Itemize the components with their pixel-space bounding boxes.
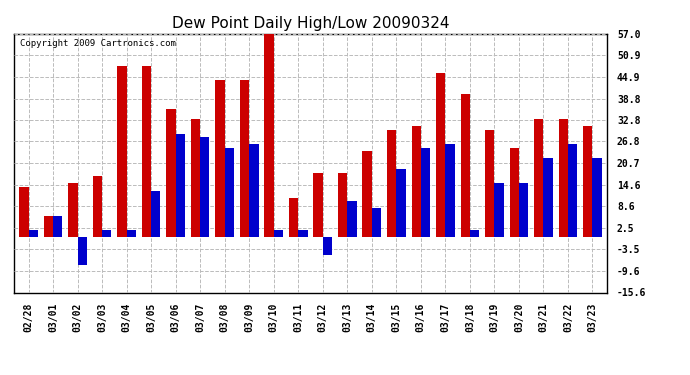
Bar	[485, 130, 495, 237]
Bar	[68, 183, 77, 237]
Bar	[338, 173, 347, 237]
Bar	[445, 144, 455, 237]
Bar	[421, 148, 430, 237]
Bar	[19, 187, 28, 237]
Bar	[215, 80, 225, 237]
Bar	[313, 173, 323, 237]
Bar	[593, 159, 602, 237]
Bar	[323, 237, 332, 255]
Bar	[126, 230, 136, 237]
Bar	[191, 119, 200, 237]
Bar	[470, 230, 479, 237]
Bar	[176, 134, 185, 237]
Bar	[534, 119, 544, 237]
Bar	[200, 137, 210, 237]
Bar	[362, 152, 372, 237]
Bar	[225, 148, 234, 237]
Bar	[43, 216, 53, 237]
Bar	[142, 66, 151, 237]
Bar	[92, 176, 102, 237]
Bar	[411, 126, 421, 237]
Bar	[151, 190, 161, 237]
Text: Copyright 2009 Cartronics.com: Copyright 2009 Cartronics.com	[20, 39, 176, 48]
Bar	[510, 148, 519, 237]
Bar	[460, 94, 470, 237]
Bar	[117, 66, 126, 237]
Bar	[544, 159, 553, 237]
Bar	[77, 237, 87, 266]
Bar	[298, 230, 308, 237]
Bar	[240, 80, 249, 237]
Bar	[274, 230, 283, 237]
Bar	[387, 130, 396, 237]
Bar	[289, 198, 298, 237]
Bar	[583, 126, 593, 237]
Bar	[519, 183, 529, 237]
Bar	[568, 144, 578, 237]
Bar	[102, 230, 111, 237]
Bar	[559, 119, 568, 237]
Bar	[372, 209, 381, 237]
Bar	[249, 144, 259, 237]
Title: Dew Point Daily High/Low 20090324: Dew Point Daily High/Low 20090324	[172, 16, 449, 31]
Bar	[166, 109, 176, 237]
Bar	[53, 216, 62, 237]
Bar	[396, 169, 406, 237]
Bar	[495, 183, 504, 237]
Bar	[28, 230, 38, 237]
Bar	[347, 201, 357, 237]
Bar	[264, 34, 274, 237]
Bar	[436, 73, 445, 237]
